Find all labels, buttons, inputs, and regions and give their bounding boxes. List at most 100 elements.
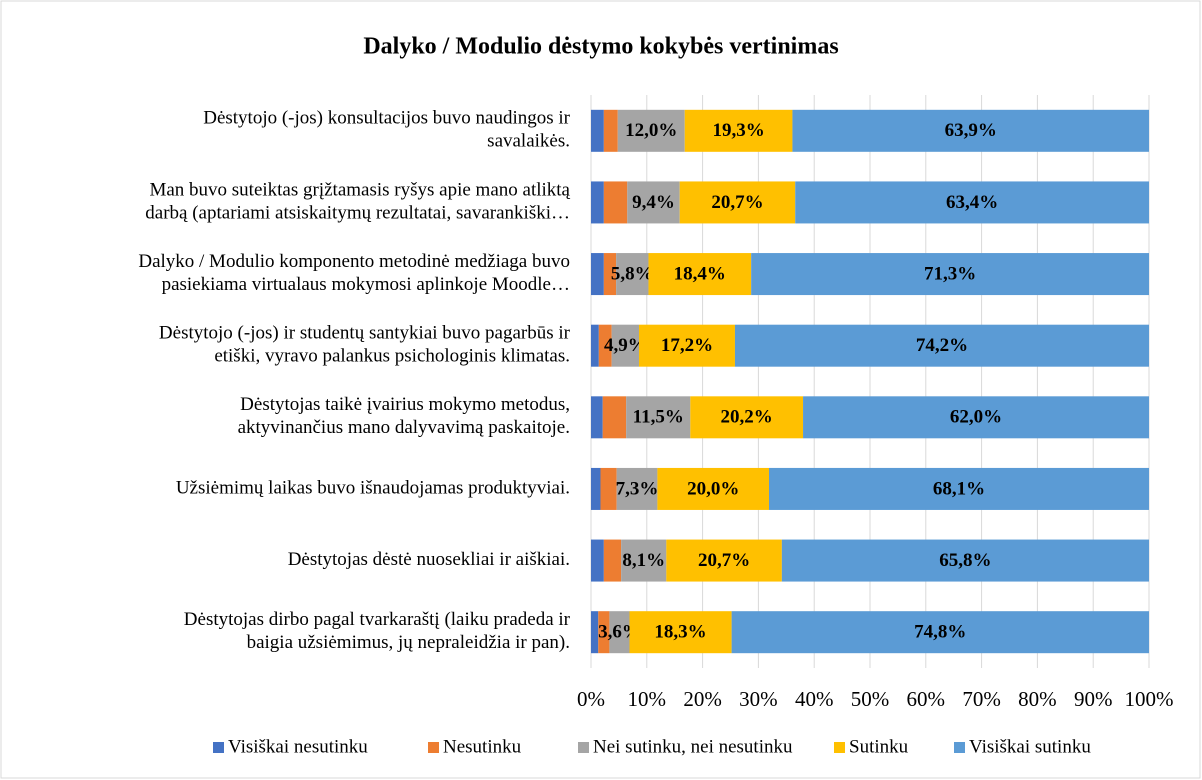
bar-segment: [690, 396, 804, 439]
y-tick-label: Dėstytojo (-jos) konsultacijos buvo naud…: [203, 108, 570, 129]
value-label: 20,0%: [687, 478, 739, 499]
value-label: 17,2%: [661, 335, 713, 356]
legend-swatch: [213, 742, 224, 753]
bar-segment: [603, 253, 617, 296]
bar-segment: [621, 539, 667, 582]
legend-swatch: [834, 742, 845, 753]
x-tick-label: 0%: [577, 687, 605, 711]
bar-segment: [781, 539, 1149, 582]
bar-segment: [602, 396, 627, 439]
value-label: 20,2%: [721, 407, 773, 428]
bar-segment: [666, 539, 782, 582]
bar-segment: [591, 396, 603, 439]
y-tick-label: darbą (aptariami atsiskaitymų rezultatai…: [145, 202, 570, 223]
bar-segment: [609, 611, 630, 654]
y-tick-label: Dalyko / Modulio komponento metodinė med…: [138, 251, 570, 272]
bar-segment: [591, 109, 604, 152]
bar-segment: [648, 253, 752, 296]
bar-segment: [617, 109, 685, 152]
bar-segment: [591, 467, 601, 510]
bar-segment: [792, 109, 1149, 152]
value-label: 11,5%: [633, 407, 684, 428]
value-label: 62,0%: [950, 407, 1002, 428]
bar-segment: [626, 396, 691, 439]
bar-segment: [603, 539, 622, 582]
bar-segment: [751, 253, 1149, 296]
legend-label: Nesutinku: [443, 736, 522, 757]
legend-label: Visiškai nesutinku: [228, 736, 368, 757]
value-label: 8,1%: [622, 550, 665, 571]
value-label: 74,8%: [914, 622, 966, 643]
value-label: 19,3%: [712, 120, 764, 141]
bar-segment: [603, 181, 628, 224]
bar-segment: [591, 611, 599, 654]
y-tick-label: Užsiėmimų laikas buvo išnaudojamas produ…: [176, 477, 570, 498]
bar-segment: [638, 324, 735, 367]
value-label: 12,0%: [625, 120, 677, 141]
y-tick-label: Dėstytojo (-jos) ir studentų santykiai b…: [159, 323, 571, 344]
bar-segment: [616, 253, 649, 296]
bar-segment: [603, 109, 618, 152]
value-label: 71,3%: [924, 263, 976, 284]
y-tick-label: Dėstytojas taikė įvairius mokymo metodus…: [240, 394, 570, 415]
bar-segment: [598, 324, 612, 367]
y-tick-label: pasiekiama virtualaus mokymosi aplinkoje…: [162, 274, 570, 295]
x-tick-label: 20%: [683, 687, 722, 711]
y-tick-label: Man buvo suteiktas grįžtamasis ryšys api…: [149, 179, 570, 200]
chart-title: Dalyko / Modulio dėstymo kokybės vertini…: [363, 34, 838, 60]
x-tick-label: 50%: [851, 687, 890, 711]
value-label: 63,9%: [945, 120, 997, 141]
bar-segment: [769, 467, 1149, 510]
value-label: 20,7%: [698, 550, 750, 571]
y-tick-label: Dėstytojas dirbo pagal tvarkaraštį (laik…: [184, 609, 571, 630]
bar-segment: [591, 324, 599, 367]
legend-label: Visiškai sutinku: [969, 736, 1091, 757]
y-tick-label: savalaikės.: [487, 131, 570, 152]
legend-label: Nei sutinku, nei nesutinku: [593, 736, 793, 757]
x-tick-label: 90%: [1074, 687, 1113, 711]
bar-segment: [616, 467, 658, 510]
value-label: 20,7%: [711, 192, 763, 213]
x-tick-label: 80%: [1018, 687, 1057, 711]
value-label: 68,1%: [933, 478, 985, 499]
bar-segment: [679, 181, 796, 224]
x-tick-label: 40%: [795, 687, 834, 711]
bar-segment: [629, 611, 732, 654]
x-tick-label: 10%: [628, 687, 667, 711]
bar-segment: [611, 324, 639, 367]
bar-segment: [657, 467, 770, 510]
value-label: 65,8%: [939, 550, 991, 571]
bar-segment: [591, 539, 604, 582]
legend-swatch: [954, 742, 965, 753]
bar-segment: [803, 396, 1149, 439]
value-label: 18,4%: [674, 263, 726, 284]
x-tick-label: 30%: [739, 687, 778, 711]
x-tick-label: 60%: [907, 687, 946, 711]
value-label: 9,4%: [632, 192, 675, 213]
y-tick-label: etiški, vyravo palankus psichologinis kl…: [214, 346, 570, 367]
y-tick-label: Dėstytojas dėstė nuosekliai ir aiškiai.: [288, 549, 570, 570]
value-label: 63,4%: [946, 192, 998, 213]
bar-segment: [684, 109, 793, 152]
value-label: 4,9%: [604, 335, 647, 356]
bar-segment: [591, 181, 604, 224]
y-tick-label: aktyvinančius mano dalyvavimą paskaitoje…: [238, 417, 570, 438]
legend-label: Sutinku: [849, 736, 909, 757]
bar-segment: [598, 611, 610, 654]
bar-segment: [600, 467, 617, 510]
legend-swatch: [428, 742, 439, 753]
value-label: 5,8%: [611, 263, 654, 284]
bar-segment: [627, 181, 680, 224]
y-tick-label: baigia užsiėmimus, jų nepraleidžia ir pa…: [247, 632, 570, 653]
value-label: 18,3%: [654, 622, 706, 643]
x-tick-label: 100%: [1125, 687, 1174, 711]
legend-swatch: [578, 742, 589, 753]
bar-segment: [734, 324, 1149, 367]
value-label: 74,2%: [916, 335, 968, 356]
bar-segment: [591, 253, 604, 296]
bar-segment: [795, 181, 1149, 224]
bar-segment: [731, 611, 1149, 654]
x-tick-label: 70%: [962, 687, 1001, 711]
value-label: 7,3%: [616, 478, 659, 499]
